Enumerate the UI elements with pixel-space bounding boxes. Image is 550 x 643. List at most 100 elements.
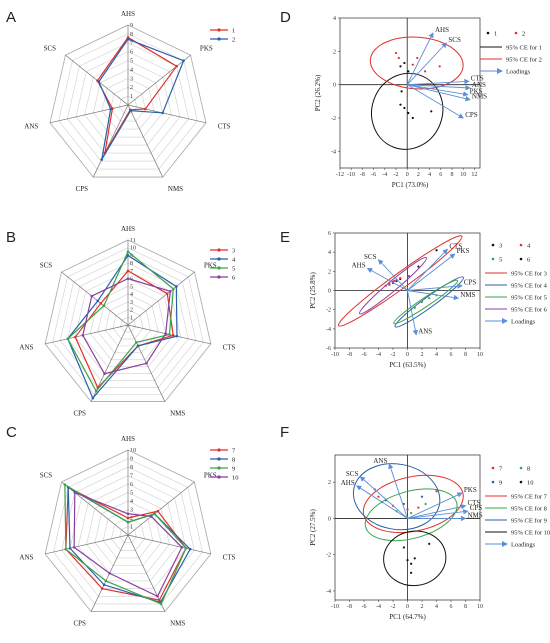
loading-label-cps: CPS bbox=[465, 111, 478, 119]
y-tick-label: 4 bbox=[333, 16, 336, 22]
y-tick-label: 2 bbox=[328, 269, 331, 275]
loading-arrow-nms bbox=[407, 290, 460, 301]
radar-series-7 bbox=[65, 486, 187, 601]
radar-axis-label: CTS bbox=[223, 554, 236, 562]
radar-ring bbox=[86, 492, 170, 574]
radar-chart-c: 1 2 3 4 5 6 7 8 9 10 AHS PKS CTS NMS CPS ANS SCS 7 8 9 10 bbox=[19, 435, 238, 627]
radar-ring-label: 3 bbox=[130, 508, 133, 514]
legend-marker-7 bbox=[217, 448, 221, 452]
x-tick-label: 4 bbox=[435, 604, 438, 610]
score-point-1 bbox=[407, 111, 410, 115]
radar-series-point bbox=[97, 80, 101, 84]
score-point-1 bbox=[399, 103, 402, 106]
x-tick-label: 8 bbox=[464, 604, 467, 610]
radar-axis-label: AHS bbox=[121, 225, 135, 233]
y-tick-label: -2 bbox=[326, 553, 331, 559]
radar-ring-label: 1 bbox=[130, 525, 133, 531]
x-tick-label: 6 bbox=[450, 604, 453, 610]
loading-arrow-ahs bbox=[355, 485, 408, 519]
radar-axis-label: ANS bbox=[19, 554, 33, 562]
loading-arrow-ahs bbox=[406, 32, 434, 85]
x-tick-label: -2 bbox=[391, 604, 396, 610]
radar-axis-label: NMS bbox=[170, 409, 185, 417]
score-point-10 bbox=[410, 571, 413, 574]
score-point-10 bbox=[402, 546, 405, 549]
legend-label-6: 6 bbox=[527, 257, 531, 264]
loading-label-cps: CPS bbox=[470, 504, 483, 512]
loading-label-cts: CTS bbox=[468, 499, 481, 507]
panel-letter-f: F bbox=[280, 424, 289, 441]
legend-label-4: 4 bbox=[232, 257, 236, 264]
loading-arrow-scs bbox=[406, 42, 448, 85]
confidence-ellipse bbox=[337, 235, 463, 327]
x-tick-label: 2 bbox=[421, 352, 424, 358]
radar-spoke bbox=[127, 271, 195, 326]
legend-label-5: 5 bbox=[499, 257, 502, 264]
legend-label: 95% CE for 4 bbox=[511, 283, 548, 290]
radar-ring-label: 3 bbox=[130, 76, 133, 82]
x-tick-label: 0 bbox=[406, 352, 409, 358]
radar-ring-label: 5 bbox=[130, 491, 133, 497]
legend-label-1: 1 bbox=[494, 31, 497, 38]
radar-outer-ring bbox=[44, 449, 212, 612]
confidence-ellipse bbox=[371, 72, 444, 150]
loading-label-cts: CTS bbox=[471, 74, 484, 82]
y-tick-label: -4 bbox=[326, 327, 331, 333]
radar-spoke bbox=[127, 534, 211, 555]
confidence-ellipse bbox=[393, 279, 459, 325]
legend-label: 95% CE for 9 bbox=[511, 518, 547, 525]
score-point-6 bbox=[407, 275, 411, 278]
pca-biplot-f: -10 -8 -6 -4 -2 0 2 4 6 8 10 -4 -2 0 2 PC1 (64.7%) PC2 (… bbox=[309, 454, 550, 621]
legend-label: Loadings bbox=[511, 319, 536, 326]
radar-series-point bbox=[153, 512, 156, 516]
y-tick-label: -2 bbox=[326, 308, 331, 314]
x-tick-label: -6 bbox=[362, 604, 367, 610]
legend-label-5: 5 bbox=[232, 266, 235, 273]
legend-label-2: 2 bbox=[522, 31, 525, 38]
radar-axis-label: SCS bbox=[40, 262, 53, 270]
x-tick-label: 0 bbox=[406, 604, 409, 610]
legend-label-8: 8 bbox=[527, 466, 530, 473]
radar-ring-label: 8 bbox=[130, 32, 133, 38]
radar-ring bbox=[67, 42, 189, 162]
legend-label-3: 3 bbox=[499, 243, 502, 250]
loading-arrow-cps bbox=[407, 283, 463, 291]
score-point-4 bbox=[388, 281, 391, 284]
loading-arrow-pks bbox=[407, 492, 463, 519]
plot-frame bbox=[339, 17, 481, 169]
score-point-1 bbox=[411, 116, 414, 120]
radar-series-point bbox=[66, 337, 70, 341]
radar-ring-label: 9 bbox=[130, 23, 133, 29]
x-tick-label: 10 bbox=[477, 604, 483, 610]
legend-marker-5 bbox=[491, 257, 495, 261]
x-tick-label: -8 bbox=[347, 352, 352, 358]
legend-label: Loadings bbox=[511, 542, 536, 549]
panel-letter-e: E bbox=[280, 229, 290, 246]
x-tick-label: 0 bbox=[406, 172, 409, 178]
loading-label-nms: NMS bbox=[472, 93, 487, 101]
radar-axis-label: ANS bbox=[19, 344, 33, 352]
legend-label-3: 3 bbox=[232, 248, 235, 255]
pca-biplot-e: -10 -8 -6 -4 -2 0 2 4 6 8 10 -6 -4 -2 0 2 4 6 PC1 (63.5%) P… bbox=[309, 231, 548, 369]
radar-ring-label: 10 bbox=[130, 448, 136, 454]
x-axis-title: PC1 (63.5%) bbox=[389, 361, 426, 369]
loading-label-scs: SCS bbox=[346, 470, 359, 478]
score-point-6 bbox=[388, 283, 391, 286]
legend-label: 95% CE for 6 bbox=[511, 307, 548, 314]
x-tick-label: -10 bbox=[347, 172, 355, 178]
radar-spoke bbox=[127, 481, 195, 536]
radar-ring-label: 7 bbox=[130, 269, 133, 275]
radar-series-point bbox=[126, 516, 130, 520]
score-point-7 bbox=[435, 490, 438, 493]
y-tick-label: -2 bbox=[331, 116, 336, 122]
radar-series-point bbox=[94, 389, 98, 393]
loading-arrow-cts bbox=[407, 78, 470, 86]
legend-marker-2 bbox=[217, 37, 221, 41]
radar-spoke bbox=[49, 104, 129, 124]
legend-marker-8 bbox=[519, 466, 523, 470]
legend-marker-8 bbox=[217, 457, 221, 461]
legend-marker-1 bbox=[217, 28, 221, 32]
score-point-1 bbox=[403, 106, 406, 110]
radar-series-6 bbox=[82, 277, 171, 375]
x-tick-label: -12 bbox=[336, 172, 344, 178]
